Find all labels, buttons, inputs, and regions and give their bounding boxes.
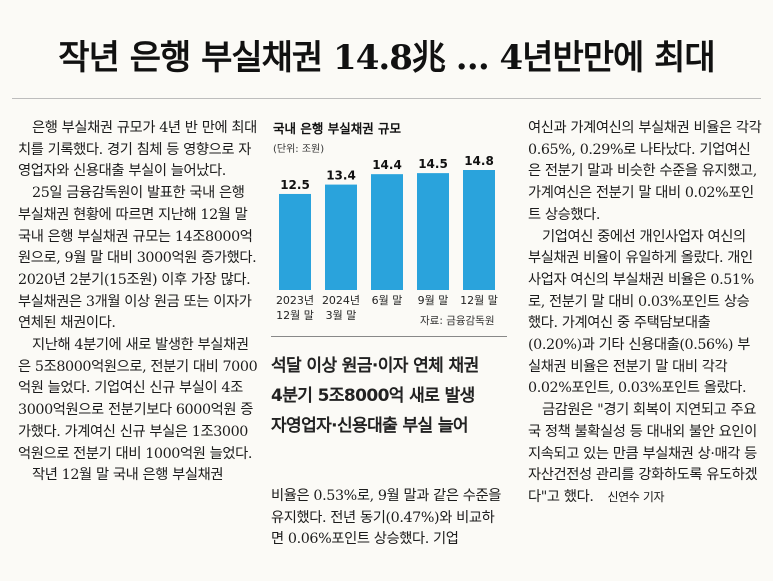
paragraph-text: 금감원은 "경기 회복이 지연되고 주요국 정책 불확실성 등 대내외 불안 요…	[528, 402, 758, 505]
paragraph: 작년 12월 말 국내 은행 부실채권	[32, 467, 224, 484]
article-column-2: 비율은 0.53%로, 9월 말과 같은 수준을 유지했다. 전년 동기(0.4…	[271, 486, 507, 551]
chart-divider	[271, 336, 507, 337]
chart-tick-label: 12월 말	[460, 294, 498, 307]
bar-chart: 12.5 2023년 12월 말 13.4 2024년 3월 말 14.4 6월 말 14.5 9…	[276, 154, 498, 320]
chart-data-label: 14.5	[418, 157, 448, 171]
byline: 신연수 기자	[607, 489, 665, 504]
paragraph: 기업여신 중에선 개인사업자 여신의 부실채권 비율이 유일하게 올랐다. 개인…	[528, 228, 754, 397]
paragraph: 은행 부실채권 규모가 4년 반 만에 최대치를 기록했다. 경기 침체 등 영…	[18, 120, 257, 180]
subheadline: 석달 이상 원금·이자 연체 채권 4분기 5조8000억 새로 발생 자영업자…	[271, 351, 511, 441]
chart-title: 국내 은행 부실채권 규모	[273, 121, 402, 136]
headline: 작년 은행 부실채권 14.8兆 … 4년반만에 최대	[58, 38, 715, 78]
chart-bar	[463, 170, 495, 290]
paragraph: 여신과 가계여신의 부실채권 비율은 각각 0.65%, 0.29%로 나타났다…	[528, 120, 762, 223]
paragraph: 비율은 0.53%로, 9월 말과 같은 수준을 유지했다. 전년 동기(0.4…	[271, 488, 502, 548]
chart-tick-label: 12월 말	[276, 309, 314, 320]
headline-rule	[12, 98, 761, 99]
chart-data-label: 14.8	[464, 154, 494, 168]
subheadline-line: 4분기 5조8000억 새로 발생	[271, 386, 475, 406]
chart-data-label: 14.4	[372, 158, 402, 172]
chart-data-label: 12.5	[280, 178, 310, 192]
chart-data-label: 13.4	[326, 169, 356, 183]
chart-bar	[417, 173, 449, 290]
chart-tick-label: 3월 말	[326, 309, 357, 320]
chart-tick-label: 6월 말	[372, 294, 403, 307]
chart-source: 자료: 금융감독원	[420, 315, 495, 327]
chart-bar	[371, 174, 403, 290]
chart-bar	[279, 193, 311, 290]
chart-tick-label: 9월 말	[418, 294, 449, 307]
subheadline-line: 석달 이상 원금·이자 연체 채권	[271, 356, 479, 376]
paragraph: 지난해 4분기에 새로 발생한 부실채권은 5조8000억원으로, 전분기 대비…	[18, 337, 258, 462]
paragraph: 25일 금융감독원이 발표한 국내 은행 부실채권 현황에 따르면 지난해 12…	[18, 185, 257, 332]
article-column-3: 여신과 가계여신의 부실채권 비율은 각각 0.65%, 0.29%로 나타났다…	[528, 118, 762, 509]
chart-tick-label: 2024년	[322, 294, 360, 307]
chart-bar	[325, 184, 357, 290]
chart-unit: (단위: 조원)	[273, 144, 325, 155]
chart-tick-label: 2023년	[276, 294, 314, 307]
subheadline-line: 자영업자·신용대출 부실 늘어	[271, 416, 469, 436]
article-column-1: 은행 부실채권 규모가 4년 반 만에 최대치를 기록했다. 경기 침체 등 영…	[18, 118, 258, 487]
paragraph: 금감원은 "경기 회복이 지연되고 주요국 정책 불확실성 등 대내외 불안 요…	[528, 400, 762, 509]
